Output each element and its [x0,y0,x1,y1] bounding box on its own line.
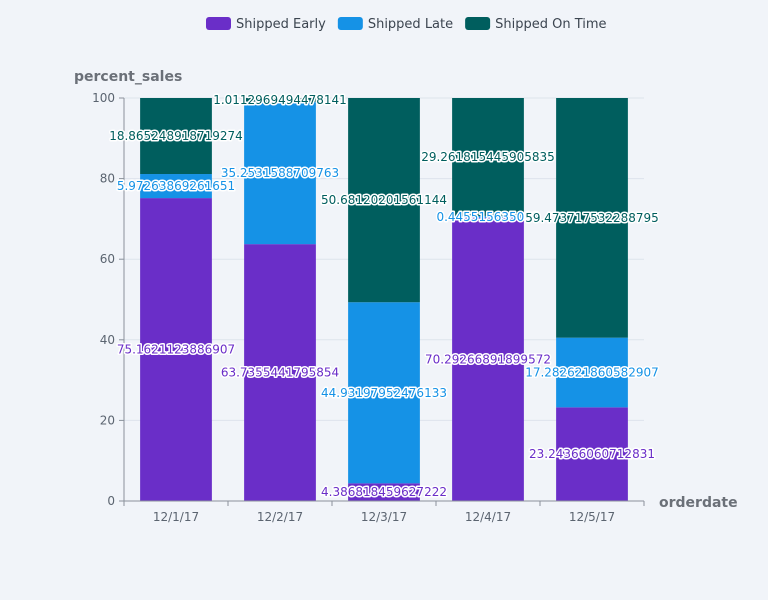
bars [140,98,628,501]
legend-swatch [206,17,231,30]
y-tick-label: 80 [100,172,115,186]
y-tick-label: 100 [92,91,115,105]
bar-shipped-early-4[interactable] [556,407,628,501]
data-label: 70.29266891899572 [425,352,551,366]
data-label: 44.93197952476133 [321,386,447,400]
x-tick-label: 12/1/17 [153,510,199,524]
data-label: 63.7355441795854 [221,366,339,380]
legend-swatch [337,17,363,30]
bar-shipped-on-time-1[interactable] [244,98,316,103]
bar-shipped-early-0[interactable] [140,198,212,501]
legend: Shipped Early Shipped Late Shipped On Time [206,17,607,32]
bar-shipped-early-1[interactable] [244,244,316,501]
x-tick-label: 12/4/17 [465,510,511,524]
legend-item-shipped-on-time[interactable]: Shipped On Time [465,17,607,32]
data-label: 29.261815445905835 [421,150,555,164]
bar-shipped-on-time-0[interactable] [140,98,212,175]
legend-label: Shipped On Time [495,17,606,32]
y-tick-label: 0 [107,494,115,508]
bar-shipped-on-time-3[interactable] [452,98,524,216]
legend-item-shipped-early[interactable]: Shipped Early [206,17,326,32]
bar-shipped-on-time-4[interactable] [556,98,628,338]
data-label: 1.0112969494478141 [213,93,347,107]
data-label: 17.282621860582907 [525,366,659,380]
legend-label: Shipped Late [368,17,453,32]
data-label: 50.68120201561144 [321,193,447,207]
legend-item-shipped-late[interactable]: Shipped Late [337,17,453,32]
y-tick-label: 40 [100,333,115,347]
bar-shipped-late-4[interactable] [556,337,628,408]
data-label: 0.445515635098 [436,210,539,224]
legend-label: Shipped Early [236,17,326,32]
bar-shipped-late-3[interactable] [452,215,524,218]
bar-shipped-late-0[interactable] [140,174,212,199]
bar-shipped-early-2[interactable] [348,483,420,501]
data-label: 59.473717532288795 [525,211,659,225]
axes: 0 20 40 60 80 100 12/1/17 12/2/17 12/3/17 12/4/17… [92,91,645,524]
y-tick-label: 20 [100,413,115,427]
y-axis-title: percent_sales [74,69,182,85]
bar-shipped-on-time-2[interactable] [348,98,420,303]
x-tick-label: 12/3/17 [361,510,407,524]
data-label: 4.386818459627222 [321,485,447,499]
data-label: 5.97263869261651 [117,179,235,193]
data-label: 75.1621123886907 [117,343,235,357]
bar-shipped-late-1[interactable] [244,102,316,245]
y-tick-label: 60 [100,252,115,266]
bar-shipped-late-2[interactable] [348,302,420,484]
x-axis-title: orderdate [659,495,738,511]
data-labels: 75.1621123886907 63.7355441795854 4.386818… [108,92,661,501]
data-label: 35.2531588709763 [221,166,339,180]
legend-swatch [465,17,491,30]
data-label: 23.24366060712831 [529,447,655,461]
x-tick-label: 12/5/17 [569,510,615,524]
data-label: 18.865248918719274 [109,129,243,143]
bar-shipped-early-3[interactable] [452,217,524,501]
x-tick-label: 12/2/17 [257,510,303,524]
